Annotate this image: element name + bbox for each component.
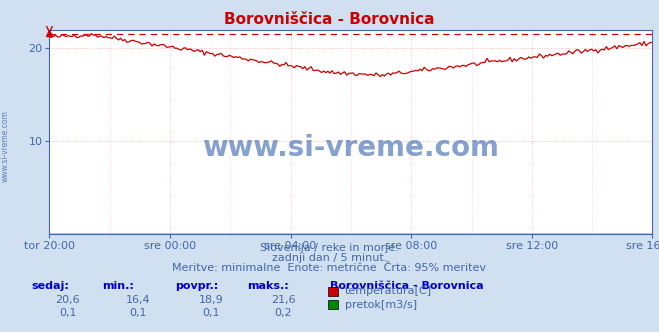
Text: Meritve: minimalne  Enote: metrične  Črta: 95% meritev: Meritve: minimalne Enote: metrične Črta:… — [173, 263, 486, 273]
Text: Borovniščica - Borovnica: Borovniščica - Borovnica — [330, 281, 483, 290]
Text: www.si-vreme.com: www.si-vreme.com — [202, 134, 500, 162]
Text: 21,6: 21,6 — [271, 295, 296, 305]
Text: 0,1: 0,1 — [130, 308, 147, 318]
Text: povpr.:: povpr.: — [175, 281, 218, 290]
Text: Slovenija / reke in morje.: Slovenija / reke in morje. — [260, 243, 399, 253]
Text: 20,6: 20,6 — [55, 295, 80, 305]
Text: 18,9: 18,9 — [198, 295, 223, 305]
Text: www.si-vreme.com: www.si-vreme.com — [1, 110, 10, 182]
Text: 16,4: 16,4 — [126, 295, 151, 305]
Text: temperatura[C]: temperatura[C] — [345, 287, 432, 296]
Text: sedaj:: sedaj: — [32, 281, 69, 290]
Text: min.:: min.: — [102, 281, 134, 290]
Text: 0,1: 0,1 — [59, 308, 76, 318]
Text: Borovniščica - Borovnica: Borovniščica - Borovnica — [224, 12, 435, 27]
Text: 0,2: 0,2 — [275, 308, 292, 318]
Text: maks.:: maks.: — [247, 281, 289, 290]
Text: zadnji dan / 5 minut.: zadnji dan / 5 minut. — [272, 253, 387, 263]
Text: 0,1: 0,1 — [202, 308, 219, 318]
Text: pretok[m3/s]: pretok[m3/s] — [345, 300, 416, 310]
